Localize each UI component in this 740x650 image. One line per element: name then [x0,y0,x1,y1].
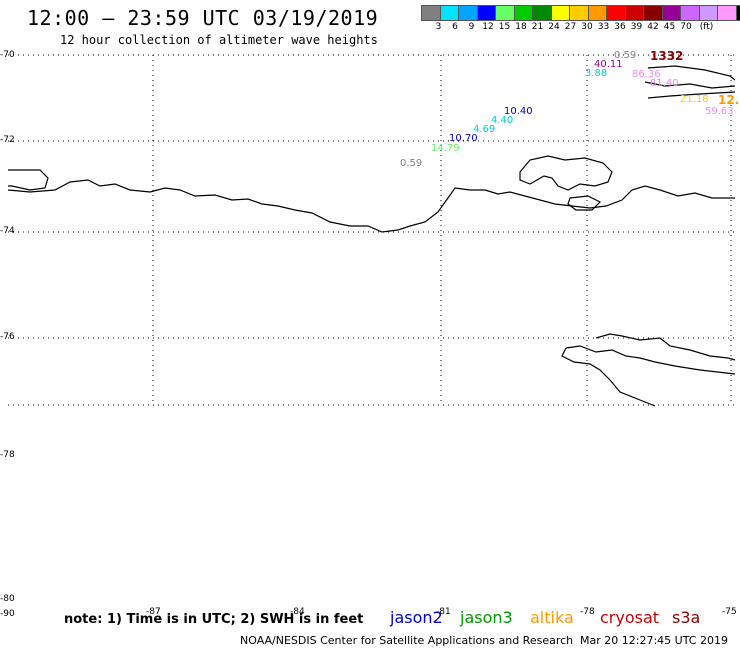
lon-label: -90 [0,609,15,619]
lat-label: -80 [0,594,15,604]
wave-height-value: 0.59 [614,50,637,61]
satellite-label-s3a: s3a [672,608,701,627]
units-note: note: 1) Time is in UTC; 2) SWH is in fe… [64,612,364,627]
legend-label: 18 [515,22,527,32]
coastline [7,65,736,407]
legend-label: 24 [548,22,560,32]
wave-height-value: 14.79 [431,143,460,154]
lon-label: -84 [290,607,305,617]
map-title: 12:00 — 23:59 UTC 03/19/2019 [27,6,379,30]
lon-label: -87 [146,607,161,617]
map-subtitle: 12 hour collection of altimeter wave hei… [60,33,378,47]
legend-label: 21 [531,22,544,32]
wave-height-value: 12. [718,93,740,107]
wave-height-value: 10.70 [449,133,478,144]
lat-label: -70 [0,50,15,60]
legend-label: 3 [435,22,442,32]
legend-label: 33 [597,22,610,32]
lat-label: -76 [0,332,15,342]
legend-label: 12 [482,22,494,32]
lon-label: -75 [722,607,737,617]
legend-label: 39 [630,22,643,32]
wave-height-value: 4.69 [473,124,496,135]
lat-label: -78 [0,450,15,460]
wave-height-value: 81.40 [650,78,679,89]
wave-height-value: 0.59 [400,158,423,169]
satellite-label-altika: altika [530,608,574,627]
wave-height-value: 40.11 [594,59,623,70]
graticule [8,54,735,406]
satellite-label-jason2: jason2 [390,608,443,627]
legend-label: 45 [663,22,676,32]
legend-label: 6 [452,22,458,32]
legend-label: 9 [468,22,475,32]
lon-label: -81 [436,607,451,617]
lat-label: -72 [0,135,15,145]
legend-label: 27 [564,22,577,32]
lon-label: -78 [580,607,595,617]
credit-text: NOAA/NESDIS Center for Satellite Applica… [240,634,574,647]
wave-height-value: 59.63 [705,106,734,117]
legend-labels: 3 6 9 12 15 18 21 24 27 30 33 36 39 42 45 70 (ft) [422,21,740,35]
wave-height-value: 86.36 [632,69,661,80]
legend-swatches [421,5,740,21]
color-scale-legend: 3 6 9 12 15 18 21 24 27 30 33 36 39 42 45 70 (ft) [421,5,740,35]
legend-label: 15 [498,22,511,32]
satellite-label-cryosat: cryosat [600,608,660,627]
wave-height-value: 4.40 [491,115,514,126]
generated-timestamp: Mar 20 12:27:45 UTC 2019 [580,634,728,647]
wave-height-value: 3.88 [585,68,608,79]
wave-height-value: 10.40 [504,106,533,117]
legend-label: 42 [647,22,659,32]
legend-label: 30 [581,22,593,32]
wave-height-value: 1332 [650,49,684,63]
legend-label: 36 [614,22,626,32]
legend-label: (ft) [699,22,714,32]
legend-label: 70 [680,22,692,32]
legend-swatch [735,5,740,21]
wave-height-value: 21.18 [680,94,709,105]
satellite-label-jason3: jason3 [460,608,513,627]
lat-label: -74 [0,226,15,236]
